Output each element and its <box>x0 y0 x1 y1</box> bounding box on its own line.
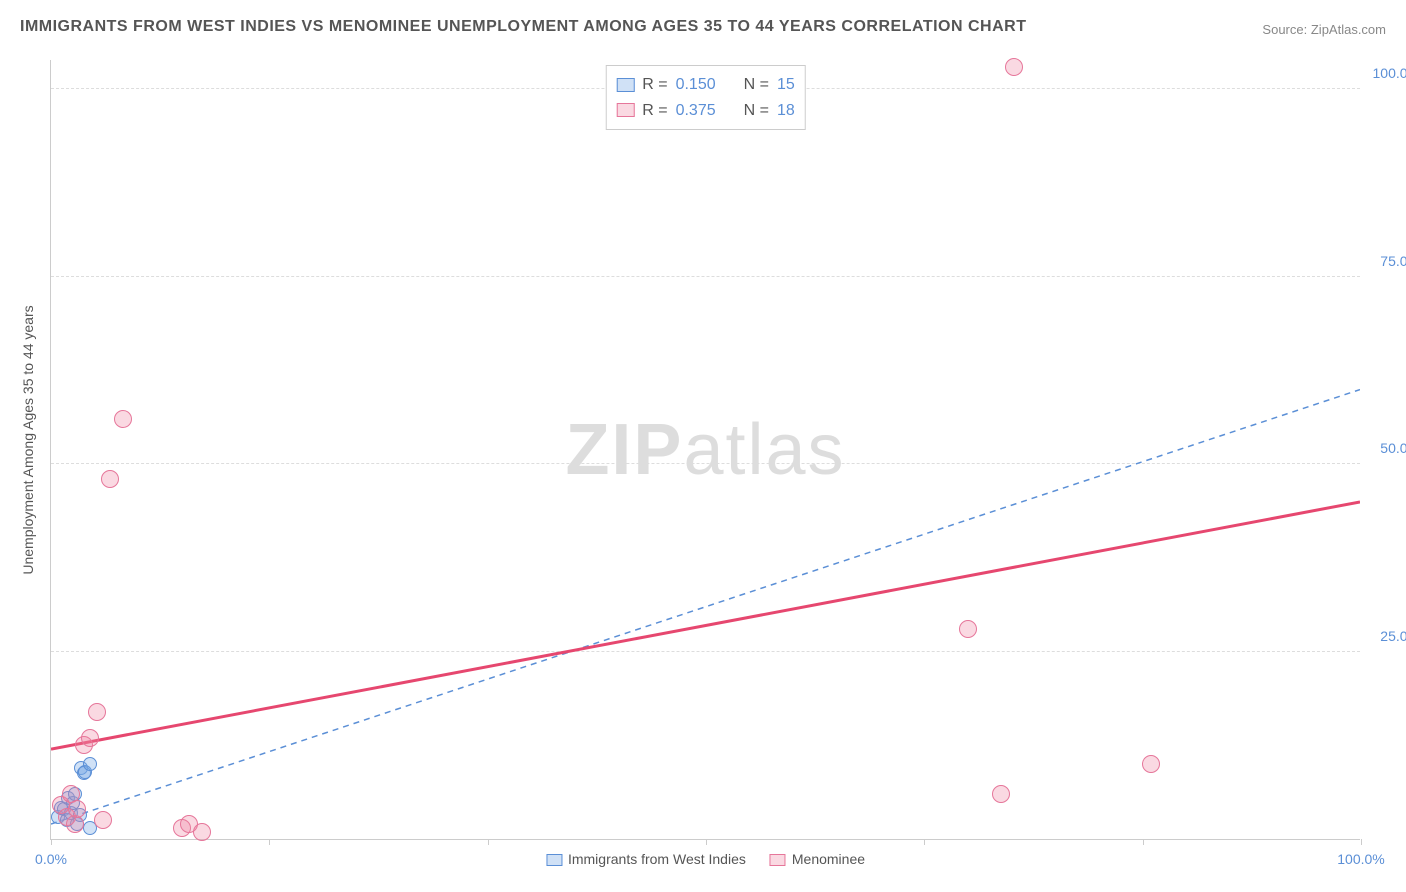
chart-title: IMMIGRANTS FROM WEST INDIES VS MENOMINEE… <box>20 18 1027 36</box>
legend-n-label: N = <box>744 98 769 124</box>
data-point-west_indies <box>83 757 97 771</box>
x-tick-label: 0.0% <box>35 851 67 867</box>
source-link[interactable]: ZipAtlas.com <box>1311 22 1386 37</box>
legend-row-menominee: R = 0.375 N = 18 <box>616 98 795 124</box>
source-label: Source: <box>1262 22 1307 37</box>
legend-swatch <box>616 78 634 92</box>
legend-swatch <box>546 854 562 866</box>
data-point-menominee <box>81 729 99 747</box>
x-tick <box>1143 839 1144 845</box>
data-point-menominee <box>101 470 119 488</box>
legend-n-value: 18 <box>777 98 795 124</box>
series-legend-item-west_indies: Immigrants from West Indies <box>546 851 746 867</box>
y-tick-label: 75.0% <box>1365 253 1406 269</box>
legend-r-label: R = <box>642 98 667 124</box>
data-point-menominee <box>1005 58 1023 76</box>
data-point-menominee <box>94 811 112 829</box>
data-point-menominee <box>959 620 977 638</box>
data-point-menominee <box>68 800 86 818</box>
source-attribution: Source: ZipAtlas.com <box>1262 22 1386 37</box>
x-tick <box>488 839 489 845</box>
series-legend-label: Menominee <box>792 851 865 867</box>
watermark-bold: ZIP <box>565 410 683 490</box>
gridline <box>51 651 1360 652</box>
series-legend-label: Immigrants from West Indies <box>568 851 746 867</box>
legend-swatch <box>616 103 634 117</box>
correlation-legend: R = 0.150 N = 15 R = 0.375 N = 18 <box>605 65 806 130</box>
y-axis-title: Unemployment Among Ages 35 to 44 years <box>20 305 36 574</box>
x-tick-label: 100.0% <box>1337 851 1384 867</box>
data-point-menominee <box>193 823 211 841</box>
series-legend-item-menominee: Menominee <box>770 851 865 867</box>
x-tick <box>1361 839 1362 845</box>
watermark-light: atlas <box>683 410 845 490</box>
series-legend: Immigrants from West Indies Menominee <box>546 851 865 867</box>
watermark: ZIPatlas <box>565 409 845 491</box>
data-point-menominee <box>88 703 106 721</box>
data-point-menominee <box>114 410 132 428</box>
trend-line-menominee <box>51 502 1360 749</box>
legend-r-value: 0.375 <box>676 98 716 124</box>
legend-r-label: R = <box>642 72 667 98</box>
data-point-menominee <box>992 785 1010 803</box>
x-tick <box>706 839 707 845</box>
y-tick-label: 100.0% <box>1365 65 1406 81</box>
legend-swatch <box>770 854 786 866</box>
scatter-chart: ZIPatlas R =0.150N =15R =0.375N =18 Immi… <box>50 60 1360 840</box>
x-tick <box>924 839 925 845</box>
legend-row-west_indies: R = 0.150 N = 15 <box>616 72 795 98</box>
x-tick <box>269 839 270 845</box>
data-point-menominee <box>1142 755 1160 773</box>
legend-n-value: 15 <box>777 72 795 98</box>
y-tick-label: 50.0% <box>1365 440 1406 456</box>
x-tick <box>51 839 52 845</box>
y-tick-label: 25.0% <box>1365 628 1406 644</box>
legend-n-label: N = <box>744 72 769 98</box>
gridline <box>51 276 1360 277</box>
legend-r-value: 0.150 <box>676 72 716 98</box>
